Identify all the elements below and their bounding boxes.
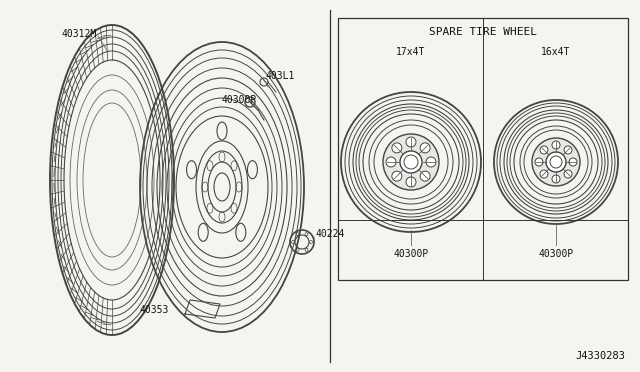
- Ellipse shape: [406, 177, 416, 187]
- Ellipse shape: [540, 170, 548, 178]
- Text: 40300P: 40300P: [538, 249, 573, 259]
- Ellipse shape: [569, 158, 577, 166]
- Ellipse shape: [426, 157, 436, 167]
- Text: 40300P: 40300P: [222, 95, 257, 105]
- Ellipse shape: [392, 171, 402, 181]
- Ellipse shape: [532, 138, 580, 186]
- Text: 40353: 40353: [140, 305, 170, 315]
- Ellipse shape: [386, 157, 396, 167]
- Ellipse shape: [564, 146, 572, 154]
- Text: 17x4T: 17x4T: [396, 47, 426, 57]
- Ellipse shape: [552, 141, 560, 149]
- Ellipse shape: [383, 134, 439, 190]
- Ellipse shape: [552, 175, 560, 183]
- Ellipse shape: [420, 171, 430, 181]
- Text: 16x4T: 16x4T: [541, 47, 571, 57]
- Ellipse shape: [392, 143, 402, 153]
- Ellipse shape: [406, 137, 416, 147]
- Text: 40300P: 40300P: [394, 249, 429, 259]
- Bar: [338, 18, 628, 280]
- Ellipse shape: [535, 158, 543, 166]
- Ellipse shape: [564, 170, 572, 178]
- Text: SPARE TIRE WHEEL: SPARE TIRE WHEEL: [429, 27, 537, 37]
- Ellipse shape: [546, 152, 566, 172]
- Text: J4330283: J4330283: [575, 351, 625, 361]
- Text: 403L1: 403L1: [265, 71, 294, 81]
- Ellipse shape: [540, 146, 548, 154]
- Text: 40224: 40224: [315, 229, 344, 239]
- Ellipse shape: [420, 143, 430, 153]
- Ellipse shape: [400, 151, 422, 173]
- Text: 40312M: 40312M: [62, 29, 97, 39]
